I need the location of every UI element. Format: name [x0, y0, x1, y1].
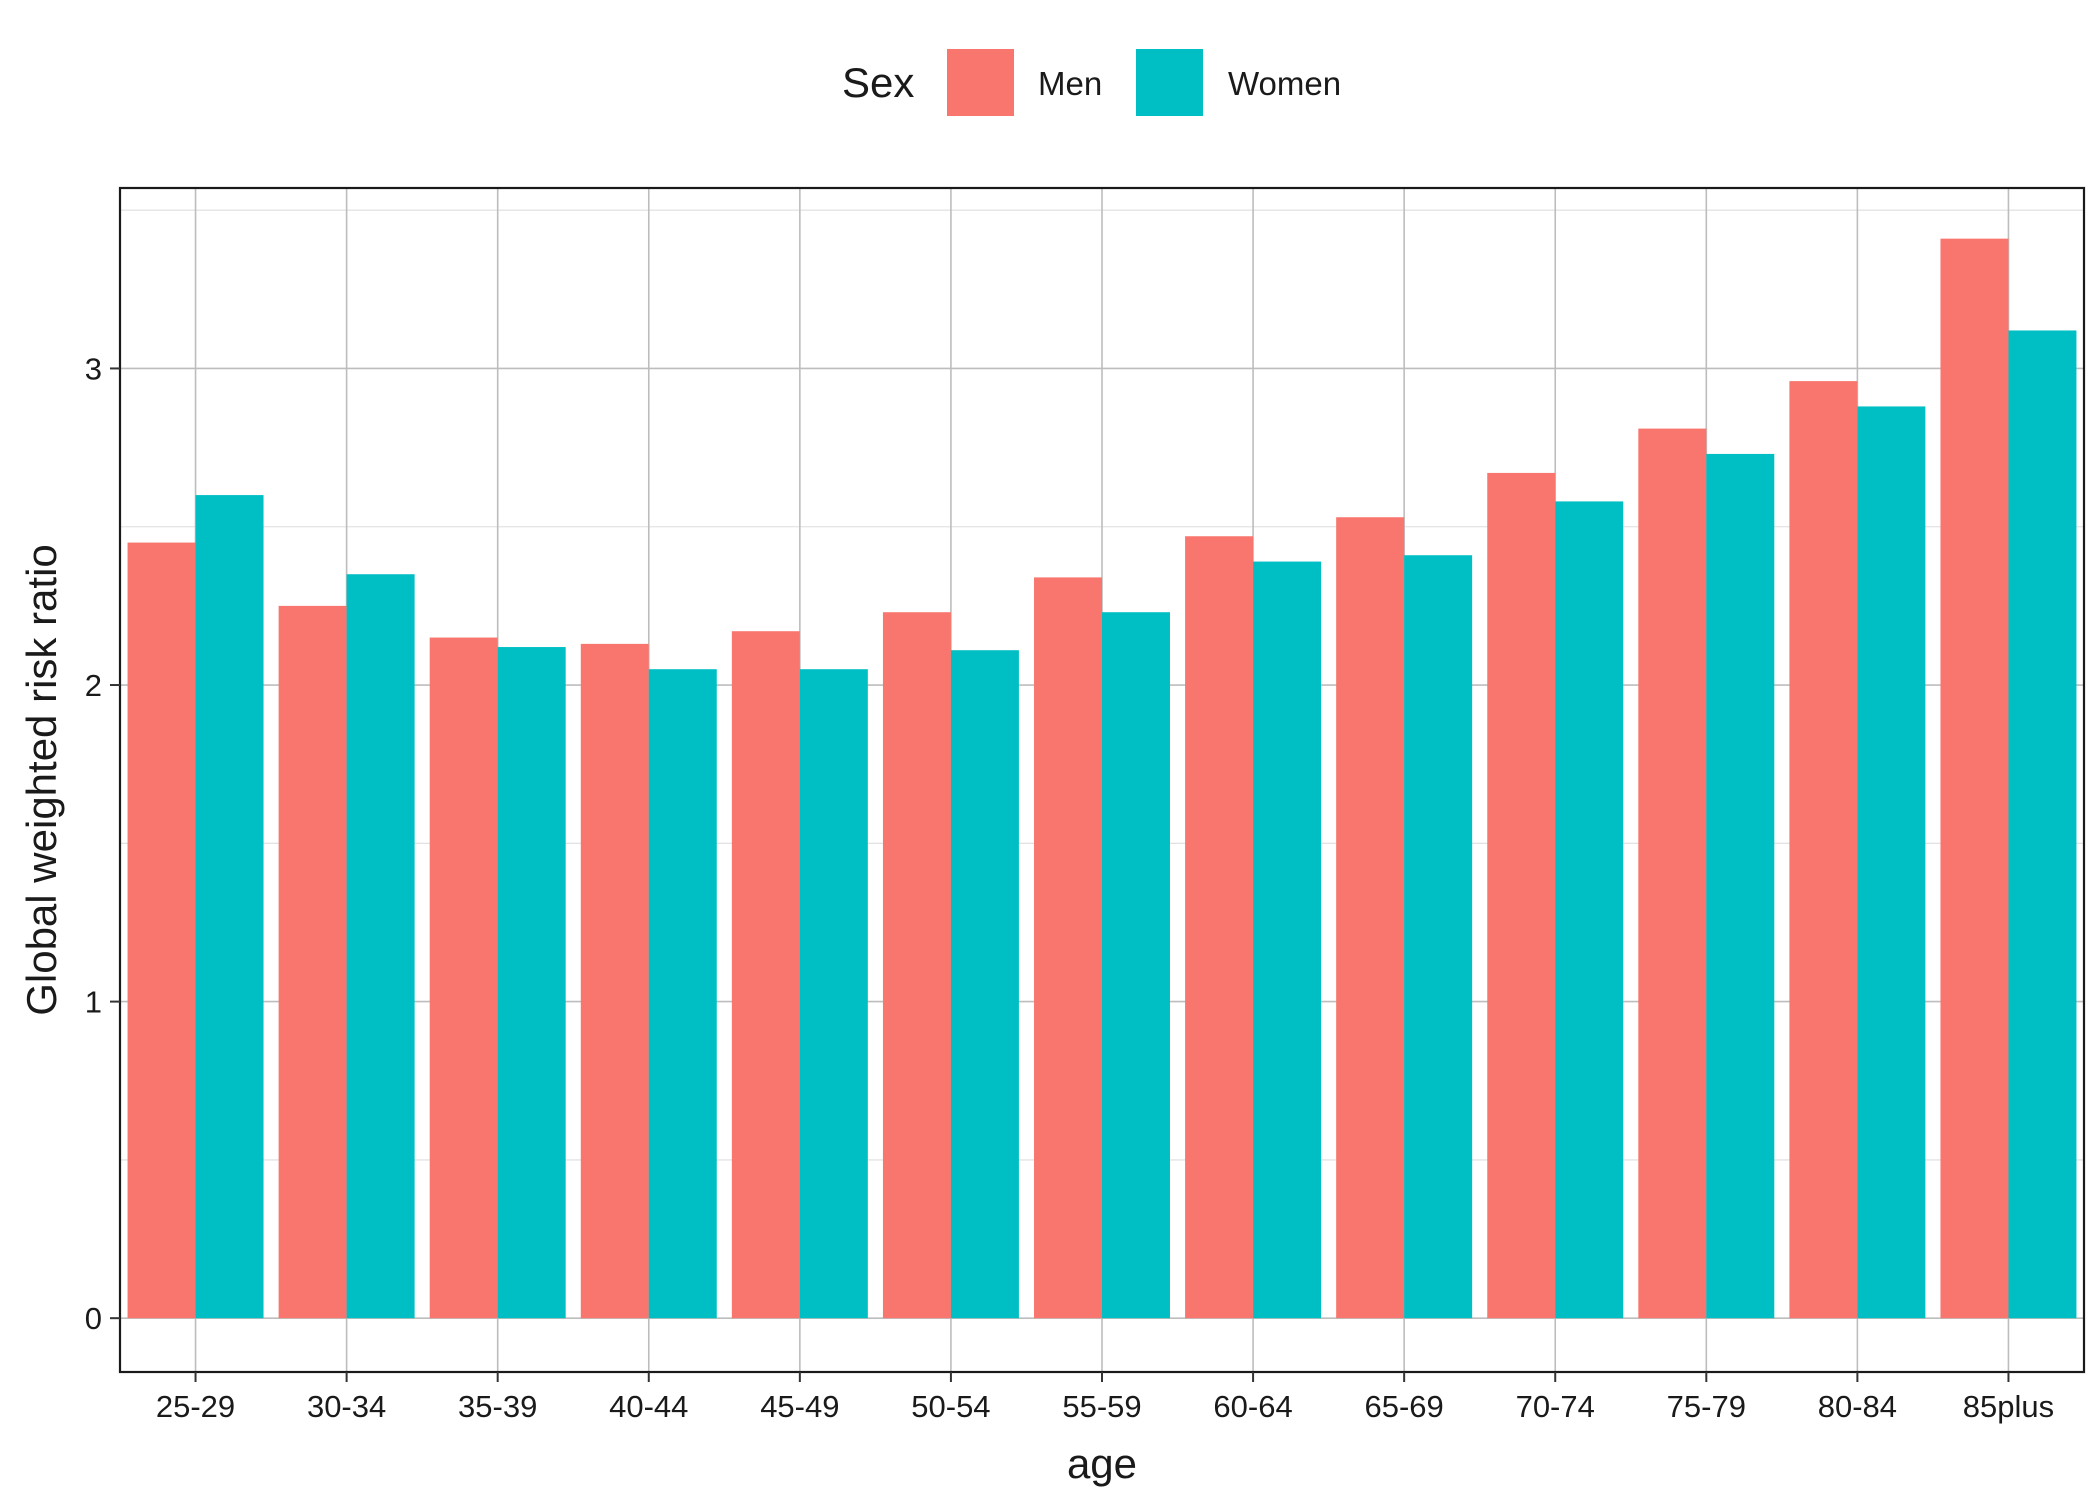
legend-title: Sex: [842, 59, 914, 106]
x-axis: 25-29 30-34 35-39 40-44 45-49 50-54 55-59 60-64…: [156, 1372, 2054, 1424]
y-tick-label: 3: [85, 351, 102, 386]
bar-men-70-74: [1487, 472, 1556, 1319]
x-tick-label: 35-39: [458, 1389, 537, 1424]
bar-men-30-34: [278, 605, 347, 1319]
y-tick-label: 0: [85, 1301, 102, 1336]
bar-women-80-84: [1857, 406, 1926, 1319]
bar-women-60-64: [1253, 561, 1322, 1319]
x-tick-label: 70-74: [1516, 1389, 1595, 1424]
bar-men-45-49: [731, 631, 800, 1319]
legend-label-men: Men: [1038, 65, 1102, 102]
bar-women-25-29: [195, 495, 264, 1319]
x-tick-label: 30-34: [307, 1389, 386, 1424]
bar-women-85plus: [2008, 330, 2077, 1319]
x-tick-label: 25-29: [156, 1389, 235, 1424]
bar-men-75-79: [1638, 428, 1707, 1319]
x-tick-label: 55-59: [1062, 1389, 1141, 1424]
bar-men-60-64: [1185, 536, 1254, 1319]
x-tick-label: 50-54: [911, 1389, 990, 1424]
bar-men-85plus: [1940, 238, 2009, 1319]
legend-label-women: Women: [1228, 65, 1341, 102]
bar-women-50-54: [950, 650, 1019, 1319]
x-tick-label: 40-44: [609, 1389, 688, 1424]
x-tick-label: 80-84: [1818, 1389, 1897, 1424]
y-axis-title: Global weighted risk ratio: [18, 544, 65, 1016]
bar-men-25-29: [127, 542, 196, 1319]
y-tick-label: 2: [85, 668, 102, 703]
bar-women-45-49: [799, 669, 868, 1319]
x-tick-label: 45-49: [760, 1389, 839, 1424]
bar-men-55-59: [1034, 577, 1102, 1319]
x-tick-label: 60-64: [1213, 1389, 1292, 1424]
bar-men-50-54: [882, 612, 951, 1319]
bar-women-65-69: [1404, 555, 1473, 1319]
bar-women-55-59: [1102, 612, 1170, 1319]
bars: [127, 238, 2077, 1319]
bar-women-35-39: [497, 647, 566, 1319]
legend-key-women: [1136, 49, 1203, 116]
x-tick-label: 65-69: [1365, 1389, 1444, 1424]
bar-women-70-74: [1555, 501, 1624, 1319]
bar-men-40-44: [580, 643, 649, 1319]
bar-men-65-69: [1336, 517, 1405, 1319]
legend-key-men: [947, 49, 1014, 116]
y-tick-label: 1: [85, 985, 102, 1020]
x-tick-label: 75-79: [1667, 1389, 1746, 1424]
y-axis: 0 1 2 3: [85, 351, 120, 1336]
bar-women-40-44: [648, 669, 717, 1319]
x-tick-label: 85plus: [1963, 1389, 2054, 1424]
bar-women-30-34: [346, 574, 415, 1319]
bar-men-35-39: [429, 637, 498, 1319]
x-axis-title: age: [1067, 1440, 1137, 1487]
legend: Sex Men Women: [842, 49, 1341, 116]
bar-women-75-79: [1706, 453, 1775, 1319]
bar-men-80-84: [1789, 381, 1858, 1319]
